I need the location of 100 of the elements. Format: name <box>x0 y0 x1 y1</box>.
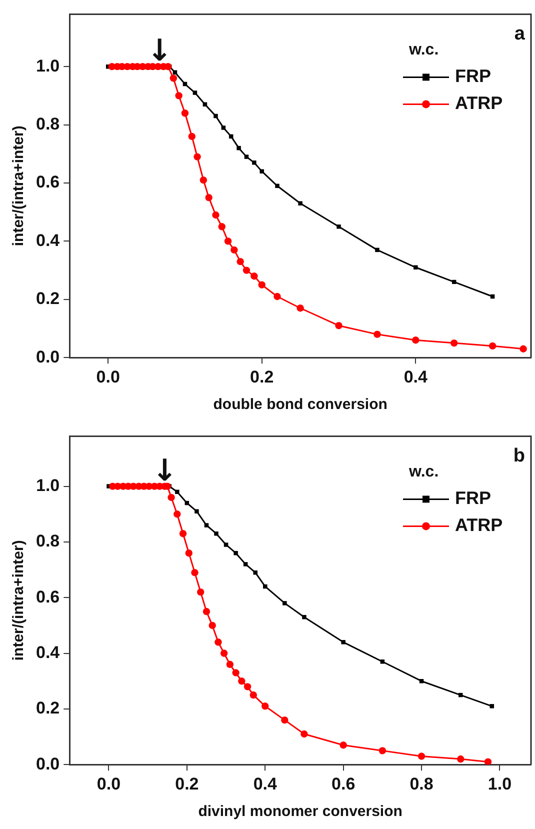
point <box>175 490 180 494</box>
legend-title: w.c. <box>408 42 439 59</box>
point <box>185 549 192 557</box>
point <box>335 322 342 330</box>
point <box>275 184 280 188</box>
point <box>220 650 228 657</box>
point <box>375 248 380 252</box>
point <box>457 755 464 763</box>
point <box>250 272 258 280</box>
point <box>226 660 234 668</box>
point <box>194 153 201 160</box>
point <box>192 90 198 95</box>
y-tick-label: 1.0 <box>36 476 60 495</box>
point <box>214 531 218 536</box>
point <box>341 640 346 644</box>
y-tick-label: 0.0 <box>36 754 60 774</box>
y-tick-label: 1.0 <box>36 56 60 76</box>
point <box>188 132 196 140</box>
point <box>218 223 226 230</box>
y-tick-label: 0.2 <box>36 698 60 718</box>
y-tick-label: 0.8 <box>36 114 60 134</box>
point <box>175 92 182 100</box>
legend-label: ATRP <box>455 93 503 114</box>
point <box>236 258 244 266</box>
y-tick-label: 0.2 <box>36 289 60 308</box>
y-axis-title: inter/(intra+inter) <box>10 540 28 661</box>
point <box>214 638 222 646</box>
point <box>300 730 308 738</box>
point <box>204 523 209 528</box>
x-tick-label: 0.8 <box>410 774 434 794</box>
point <box>336 224 341 229</box>
point <box>244 154 249 159</box>
point <box>252 160 256 165</box>
point <box>282 601 287 606</box>
point <box>298 201 302 206</box>
point <box>302 614 306 620</box>
point <box>181 110 189 117</box>
x-tick-label: 0.4 <box>253 774 278 794</box>
legend-label: FRP <box>455 66 491 86</box>
point <box>414 265 418 270</box>
point <box>232 669 240 676</box>
point <box>243 562 248 566</box>
point <box>238 678 246 685</box>
x-tick-label: 0.2 <box>175 774 199 794</box>
x-tick-label: 0.6 <box>332 774 356 794</box>
point <box>412 336 420 344</box>
point <box>221 126 226 130</box>
point <box>174 510 181 518</box>
point <box>170 74 178 82</box>
point <box>230 246 238 254</box>
point <box>234 550 238 556</box>
point <box>340 742 347 749</box>
point <box>418 752 426 760</box>
point <box>450 339 458 347</box>
y-tick-label: 0.8 <box>36 532 60 551</box>
point <box>488 342 496 350</box>
y-tick-label: 0.6 <box>36 587 60 606</box>
point <box>214 114 218 118</box>
point <box>281 716 288 724</box>
point <box>244 683 252 690</box>
x-tick-label: 1.0 <box>488 774 512 794</box>
x-tick-label: 0.0 <box>96 774 121 794</box>
point <box>296 304 304 312</box>
point <box>208 622 216 630</box>
point <box>224 238 232 245</box>
point <box>484 758 492 765</box>
point <box>179 530 187 538</box>
point <box>378 747 386 754</box>
point <box>212 211 220 219</box>
legend-title: w.c. <box>408 464 439 481</box>
x-axis-title: double bond conversion <box>213 396 388 414</box>
x-tick-label: 0.0 <box>96 367 120 386</box>
x-tick-label: 0.4 <box>404 367 428 386</box>
point <box>520 345 527 352</box>
point <box>200 176 208 184</box>
annotation: b <box>513 445 525 466</box>
point <box>236 146 241 150</box>
point <box>374 330 381 338</box>
y-tick-label: 0.0 <box>36 347 60 366</box>
point <box>242 266 250 274</box>
point <box>205 194 212 202</box>
point <box>191 568 198 576</box>
point <box>253 570 258 575</box>
annotation: a <box>514 23 526 44</box>
x-tick-label: 0.2 <box>250 367 274 386</box>
point <box>197 588 204 596</box>
point <box>168 494 175 502</box>
annotation: ↓ <box>152 453 178 488</box>
legend-label: ATRP <box>455 515 503 536</box>
point <box>202 608 210 616</box>
x-axis-title: divinyl monomer conversion <box>198 803 402 820</box>
annotation: ↓ <box>147 34 172 69</box>
point <box>262 702 269 710</box>
point <box>250 691 257 699</box>
point <box>258 281 266 288</box>
y-tick-label: 0.4 <box>36 230 60 250</box>
y-axis-title: inter/(intra+inter) <box>10 126 28 246</box>
point <box>194 509 199 514</box>
point <box>260 169 264 174</box>
point <box>224 542 228 547</box>
